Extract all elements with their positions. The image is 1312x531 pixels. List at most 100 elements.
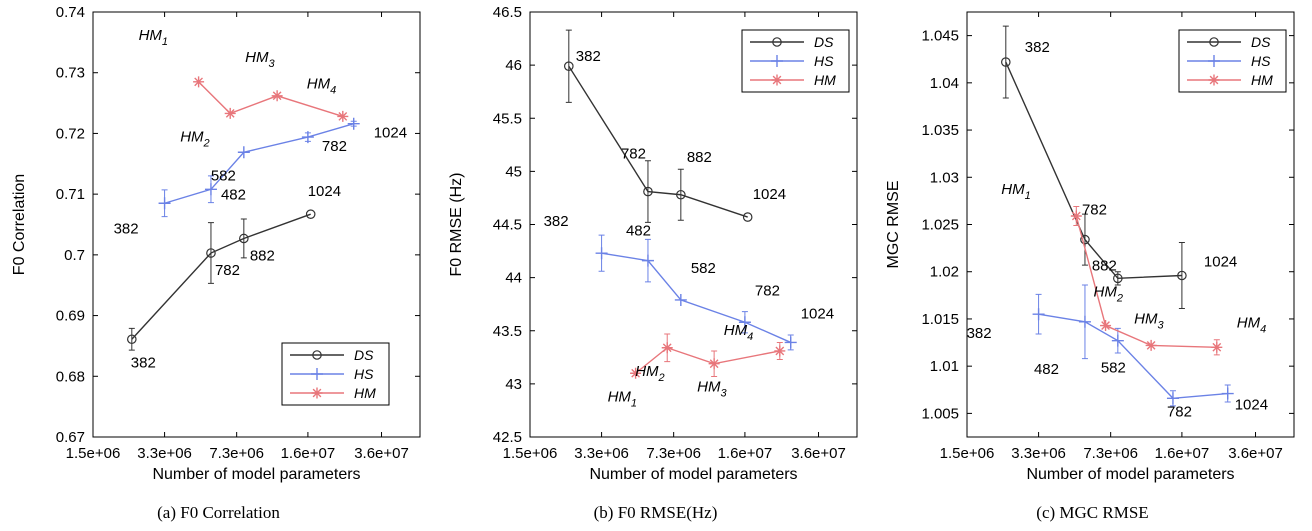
data-point bbox=[224, 107, 236, 119]
x-tick-label: 3.6e+07 bbox=[791, 445, 846, 462]
y-tick-label: 46 bbox=[505, 57, 522, 74]
error-bar bbox=[677, 168, 684, 221]
y-tick-label: 1.02 bbox=[930, 264, 959, 281]
point-label: 382 bbox=[576, 48, 601, 65]
y-tick-label: 1.025 bbox=[921, 217, 959, 234]
y-tick-label: 1.045 bbox=[921, 28, 959, 45]
legend-marker bbox=[771, 74, 783, 86]
data-point bbox=[676, 189, 686, 200]
point-label: 1024 bbox=[753, 186, 786, 203]
data-point bbox=[305, 209, 316, 219]
y-tick-label: 0.74 bbox=[56, 4, 85, 21]
y-tick-label: 1.01 bbox=[930, 358, 959, 375]
y-tick-label: 44.5 bbox=[493, 217, 522, 234]
error-bar bbox=[1178, 241, 1185, 310]
data-point bbox=[347, 117, 360, 130]
data-point bbox=[204, 183, 217, 196]
point-label: 382 bbox=[131, 354, 156, 371]
point-label: 1024 bbox=[1235, 397, 1268, 414]
series-hs bbox=[1032, 284, 1234, 407]
x-tick-label: 1.5e+06 bbox=[940, 445, 995, 462]
y-tick-label: 44 bbox=[505, 270, 522, 287]
data-point bbox=[1145, 339, 1157, 351]
legend-label: DS bbox=[354, 347, 374, 363]
y-axis-label: MGC RMSE bbox=[885, 181, 902, 269]
y-tick-label: 0.69 bbox=[56, 308, 85, 325]
legend-marker bbox=[1208, 74, 1220, 86]
legend-marker bbox=[771, 55, 783, 67]
y-tick-label: 0.68 bbox=[56, 368, 85, 385]
point-label: 482 bbox=[1034, 361, 1059, 378]
point-label-hm: HM3 bbox=[1134, 310, 1164, 331]
series-hm bbox=[630, 333, 786, 379]
error-bar bbox=[207, 222, 214, 284]
series-ds bbox=[127, 209, 316, 351]
legend-marker bbox=[311, 387, 323, 399]
y-tick-label: 1.035 bbox=[921, 122, 959, 139]
legend-label: HM bbox=[814, 72, 836, 88]
series-line bbox=[131, 213, 311, 340]
x-axis-label: Number of model parameters bbox=[589, 466, 797, 483]
point-label: 482 bbox=[221, 186, 246, 203]
point-label: 782 bbox=[621, 146, 646, 163]
plot-frame bbox=[92, 11, 421, 438]
chart-caption: (c) MGC RMSE bbox=[1036, 503, 1149, 522]
data-point bbox=[1080, 234, 1090, 245]
chart-panel-f0-correlation: 0.67 0.68 0.69 0.7 0.71 0.72 0.73 0.74 1.5e+06 3.… bbox=[0, 0, 437, 531]
legend-label: HS bbox=[354, 366, 374, 382]
point-label: 782 bbox=[322, 138, 347, 155]
point-label-hm: HM3 bbox=[697, 379, 727, 400]
series-line bbox=[1075, 215, 1217, 348]
point-label-hm: HM4 bbox=[307, 75, 336, 96]
x-tick-label: 1.6e+07 bbox=[281, 445, 336, 462]
y-tick-label: 43 bbox=[505, 376, 522, 393]
axes: 42.5 43 43.5 44 44.5 45 45.5 46 46.5 1.5e+06 3.3e+… bbox=[448, 4, 858, 483]
series-hs bbox=[158, 117, 360, 218]
data-point bbox=[774, 345, 786, 357]
data-point bbox=[708, 358, 720, 370]
x-axis-label: Number of model parameters bbox=[1026, 466, 1234, 483]
error-bar bbox=[1081, 213, 1088, 266]
y-tick-label: 0.72 bbox=[56, 125, 85, 142]
point-label: 782 bbox=[1082, 202, 1107, 219]
point-label: 482 bbox=[626, 223, 651, 240]
data-point bbox=[630, 367, 642, 379]
data-point bbox=[1070, 210, 1082, 222]
chart-panel-f0-rmse: 42.5 43 43.5 44 44.5 45 45.5 46 46.5 1.5e+06 3.3e+… bbox=[437, 0, 874, 531]
data-point bbox=[1211, 341, 1223, 353]
point-label-hm: HM1 bbox=[608, 388, 637, 409]
legend-label: HS bbox=[1251, 53, 1271, 69]
data-point bbox=[661, 342, 673, 354]
chart-panel-mgc-rmse: 1.005 1.01 1.015 1.02 1.025 1.03 1.035 1.04 1.04… bbox=[874, 0, 1311, 531]
data-point bbox=[1166, 392, 1179, 405]
x-tick-label: 3.6e+07 bbox=[354, 445, 409, 462]
point-label-hm: HM3 bbox=[245, 49, 275, 70]
data-point bbox=[301, 131, 314, 144]
point-label: 882 bbox=[250, 247, 275, 264]
point-label: 782 bbox=[215, 262, 240, 279]
x-tick-label: 3.3e+06 bbox=[1011, 445, 1066, 462]
point-label-hm: HM2 bbox=[1094, 284, 1123, 305]
data-point bbox=[1100, 320, 1112, 332]
error-bar bbox=[1002, 25, 1009, 99]
x-tick-label: 1.6e+07 bbox=[718, 445, 773, 462]
legend-label: HS bbox=[814, 53, 834, 69]
y-tick-label: 45 bbox=[505, 163, 522, 180]
y-tick-label: 0.67 bbox=[56, 429, 85, 446]
point-label: 1024 bbox=[1204, 254, 1237, 271]
y-tick-label: 1.04 bbox=[930, 75, 959, 92]
error-bar bbox=[240, 218, 247, 259]
point-label: 382 bbox=[114, 220, 139, 237]
y-tick-label: 1.03 bbox=[930, 169, 959, 186]
point-label: 1024 bbox=[801, 305, 834, 322]
series-hs bbox=[595, 234, 797, 351]
axes: 1.005 1.01 1.015 1.02 1.025 1.03 1.035 1.04 1.04… bbox=[885, 11, 1295, 483]
data-point bbox=[239, 233, 249, 244]
x-tick-label: 7.3e+06 bbox=[209, 445, 264, 462]
data-point bbox=[564, 61, 574, 71]
chart-svg: 0.67 0.68 0.69 0.7 0.71 0.72 0.73 0.74 1.5e+06 3.… bbox=[11, 4, 421, 483]
series-line bbox=[1005, 61, 1182, 280]
point-label-hm: HM4 bbox=[1237, 314, 1266, 335]
point-label: 382 bbox=[1025, 39, 1050, 56]
y-tick-label: 1.005 bbox=[921, 405, 959, 422]
